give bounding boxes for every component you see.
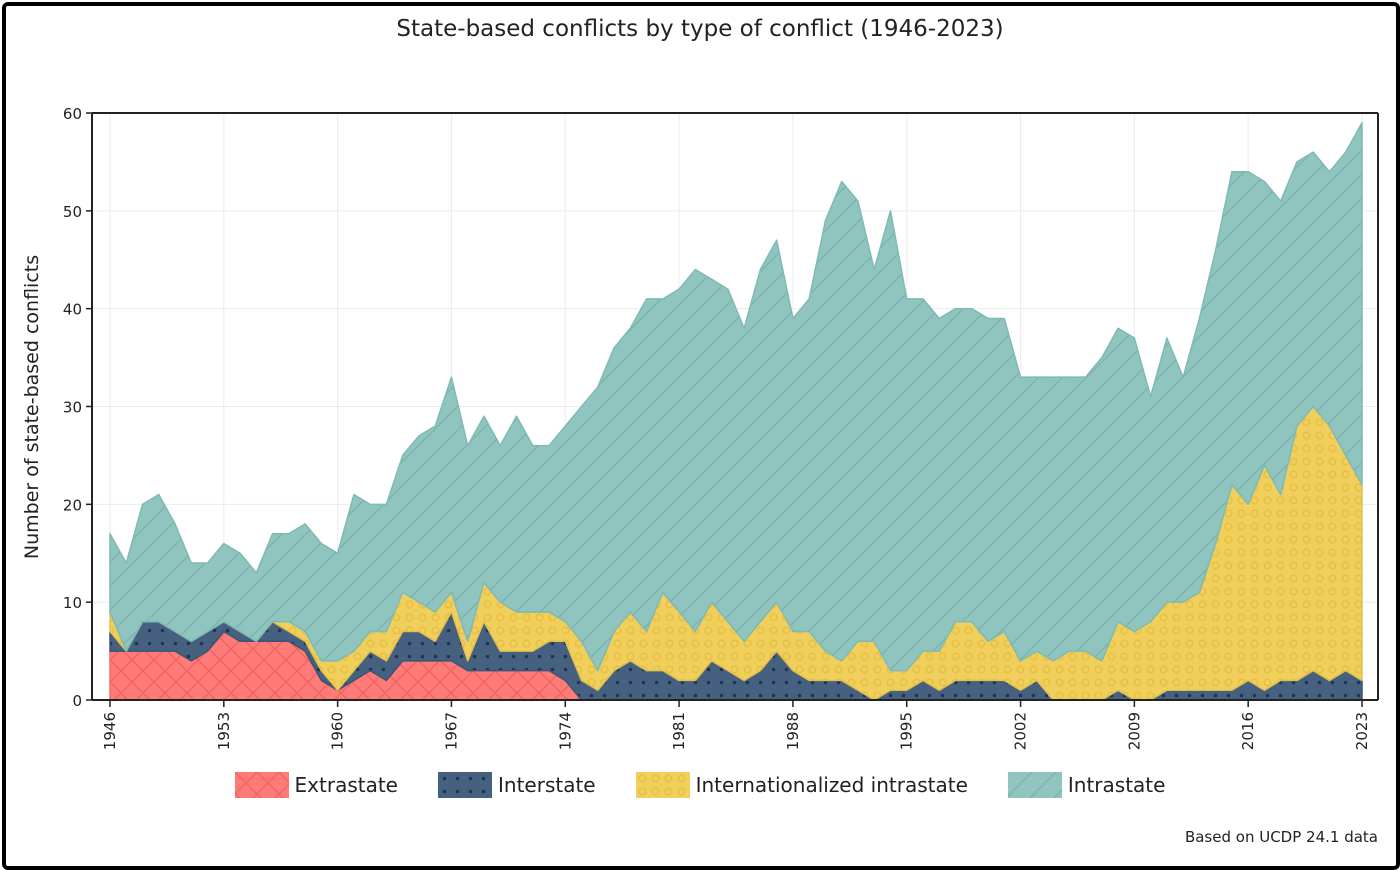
legend-item-intrastate: Intrastate [1007,772,1166,798]
legend-label: Internationalized intrastate [695,773,968,797]
legend-label: Interstate [498,773,596,797]
y-axis-label: Number of state-based conflicts [21,255,43,559]
x-tick-label: 2002 [1012,712,1030,750]
axes: 0 10 20 30 40 50 60 1946 1953 1960 1967 1974 1981 198… [63,105,1379,750]
legend-item-extrastate: Extrastate [234,772,398,798]
source-note: Based on UCDP 24.1 data [1184,828,1378,846]
area-intrastate [109,122,1363,672]
y-tick-label: 60 [63,105,82,123]
x-tick-label: 1974 [556,712,574,750]
legend-item-interstate: Interstate [438,772,596,798]
x-tick-label: 1946 [101,712,119,750]
y-tick-label: 30 [63,399,82,417]
y-tick-label: 40 [63,301,82,319]
x-tick-label: 2023 [1353,712,1371,750]
legend: Extrastate Interstate Internationalized in… [0,772,1400,798]
legend-swatch [438,772,492,798]
legend-swatch [1007,772,1062,798]
x-tick-label: 2016 [1239,712,1257,750]
chart-title: State-based conflicts by type of conflic… [396,16,1004,42]
x-tick-label: 1981 [670,712,688,750]
x-tick-label: 2009 [1125,712,1143,750]
y-tick-label: 50 [63,203,82,221]
y-tick-label: 10 [63,594,82,612]
y-tick-label: 20 [63,496,82,514]
x-tick-label: 1960 [329,712,347,750]
legend-swatch [635,772,690,798]
y-tick-label: 0 [72,692,82,710]
x-tick-label: 1995 [898,712,916,750]
legend-swatch [234,772,289,798]
legend-item-internationalized-intrastate: Internationalized intrastate [635,772,968,798]
legend-label: Intrastate [1067,773,1166,797]
x-tick-label: 1953 [215,712,233,750]
x-tick-label: 1967 [442,712,460,750]
x-tick-label: 1988 [784,712,802,750]
area-series [109,122,1363,701]
legend-label: Extrastate [294,773,398,797]
